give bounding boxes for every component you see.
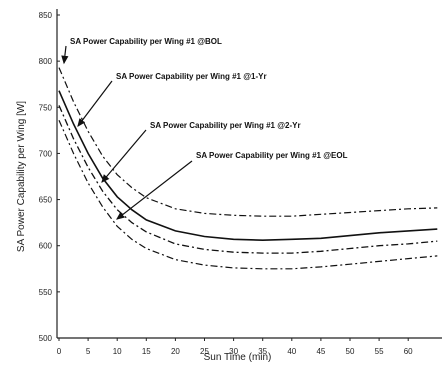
- x-tick-label: 30: [229, 347, 238, 356]
- y-tick-label: 850: [39, 11, 53, 20]
- y-tick-label: 700: [39, 149, 53, 158]
- x-tick-label: 15: [142, 347, 151, 356]
- annotation-arrow: [101, 129, 147, 183]
- annotation-label: SA Power Capability per Wing #1 @EOL: [196, 151, 348, 160]
- series-layer: [58, 67, 438, 270]
- x-tick-label: 60: [404, 347, 413, 356]
- x-axis-ticks: 0 5 10 15 20 25 30 35 40 45 50 55 60: [57, 338, 413, 356]
- y-axis-ticks: 500 550 600 650 700 750 800 850: [39, 11, 60, 343]
- annotation-arrow: [77, 80, 113, 127]
- y-tick-label: 650: [39, 196, 53, 205]
- annotation-label: SA Power Capability per Wing #1 @1-Yr: [116, 72, 267, 81]
- annotation-arrow: [61, 45, 69, 65]
- x-axis-title: Sun Time (min): [204, 352, 272, 363]
- plot-frame: [56, 9, 442, 339]
- series-line-1: [58, 67, 438, 217]
- x-tick-label: 5: [86, 347, 91, 356]
- series-line-2: [58, 90, 438, 242]
- y-tick-label: 550: [39, 288, 53, 297]
- x-tick-label: 50: [346, 347, 355, 356]
- x-tick-label: 55: [375, 347, 384, 356]
- annotation-arrow: [116, 160, 193, 220]
- y-axis-title: SA Power Capability per Wing [W]: [16, 101, 27, 252]
- x-tick-label: 20: [171, 347, 180, 356]
- y-tick-label: 800: [39, 57, 53, 66]
- x-tick-label: 25: [200, 347, 209, 356]
- annotation-label: SA Power Capability per Wing #1 @2-Yr: [150, 121, 301, 130]
- y-tick-label: 750: [39, 103, 53, 112]
- x-tick-label: 35: [258, 347, 267, 356]
- annotation-label: SA Power Capability per Wing #1 @BOL: [70, 37, 222, 46]
- y-tick-label: 600: [39, 242, 53, 251]
- x-tick-label: 40: [287, 347, 296, 356]
- annotation-layer: SA Power Capability per Wing #1 @BOL SA P…: [61, 37, 348, 220]
- y-tick-label: 500: [39, 334, 53, 343]
- x-tick-label: 0: [57, 347, 62, 356]
- x-tick-label: 45: [316, 347, 325, 356]
- x-tick-label: 10: [113, 347, 122, 356]
